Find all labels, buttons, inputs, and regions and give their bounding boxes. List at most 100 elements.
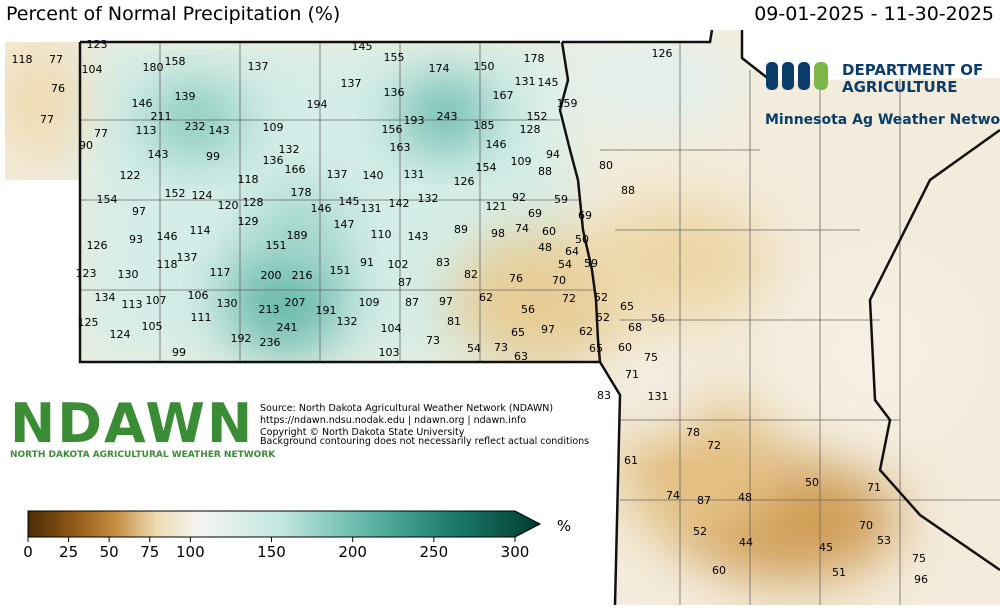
station-value: 69 [528, 207, 542, 220]
station-labels: 118 77 123 104 180 158 137 145 155 174 150 178 126 76… [12, 38, 929, 586]
station-value: 71 [867, 481, 881, 494]
mn-network: Minnesota Ag Weather Network [765, 112, 1000, 128]
station-value: 126 [454, 175, 475, 188]
station-value: 72 [707, 439, 721, 452]
station-value: 74 [515, 222, 529, 235]
ndawn-logo: NDAWN NORTH DAKOTA AGRICULTURAL WEATHER … [10, 392, 276, 460]
colorbar-tick-label: 150 [257, 543, 286, 561]
station-value: 154 [476, 161, 497, 174]
station-value: 111 [191, 311, 212, 324]
station-value: 137 [248, 60, 269, 73]
station-value: 88 [538, 165, 552, 178]
colorbar-tick-label: 50 [100, 543, 119, 561]
station-value: 124 [192, 189, 213, 202]
station-value: 146 [311, 202, 332, 215]
station-value: 97 [439, 295, 453, 308]
source-text: Source: North Dakota Agricultural Weathe… [260, 403, 589, 447]
station-value: 54 [467, 342, 481, 355]
station-value: 97 [132, 205, 146, 218]
station-value: 136 [384, 86, 405, 99]
station-value: 151 [266, 239, 287, 252]
colorbar-tick-label: 200 [338, 543, 367, 561]
station-value: 50 [575, 233, 589, 246]
station-value: 64 [565, 245, 579, 258]
station-value: 178 [524, 52, 545, 65]
station-value: 130 [217, 297, 238, 310]
station-value: 52 [693, 525, 707, 538]
station-value: 145 [339, 195, 360, 208]
station-value: 107 [146, 294, 167, 307]
station-value: 156 [382, 123, 403, 136]
station-value: 52 [594, 291, 608, 304]
station-value: 120 [218, 199, 239, 212]
colorbar-tick-label: 25 [59, 543, 78, 561]
station-value: 87 [398, 276, 412, 289]
station-value: 113 [136, 124, 157, 137]
station-value: 71 [625, 368, 639, 381]
station-value: 200 [261, 269, 282, 282]
station-value: 137 [177, 251, 198, 264]
station-value: 70 [552, 274, 566, 287]
station-value: 128 [243, 196, 264, 209]
station-value: 145 [538, 76, 559, 89]
station-value: 75 [644, 351, 658, 364]
station-value: 98 [491, 227, 505, 240]
colorbar-unit: % [557, 517, 571, 535]
station-value: 232 [185, 120, 206, 133]
station-value: 117 [210, 266, 231, 279]
station-value: 118 [238, 173, 259, 186]
station-value: 132 [337, 315, 358, 328]
station-value: 118 [12, 53, 33, 66]
station-value: 163 [390, 141, 411, 154]
station-value: 99 [172, 346, 186, 359]
colorbar-tick-label: 100 [176, 543, 205, 561]
station-value: 110 [371, 228, 392, 241]
ndawn-wordmark: NDAWN [10, 392, 254, 455]
colorbar-tick-label: 250 [420, 543, 449, 561]
station-value: 59 [584, 257, 598, 270]
colorbar-tick-label: 75 [140, 543, 159, 561]
station-value: 243 [437, 110, 458, 123]
station-value: 155 [384, 51, 405, 64]
station-value: 216 [292, 269, 313, 282]
station-value: 130 [118, 268, 139, 281]
station-value: 54 [558, 258, 572, 271]
station-value: 105 [142, 320, 163, 333]
station-value: 143 [209, 124, 230, 137]
station-value: 114 [190, 224, 211, 237]
station-value: 132 [418, 192, 439, 205]
station-value: 125 [78, 316, 99, 329]
colorbar-ramp [27, 510, 542, 538]
station-value: 56 [521, 303, 535, 316]
station-value: 62 [579, 325, 593, 338]
station-value: 178 [291, 186, 312, 199]
station-value: 194 [307, 98, 328, 111]
station-value: 99 [206, 150, 220, 163]
station-value: 136 [263, 154, 284, 167]
station-value: 143 [148, 148, 169, 161]
station-value: 88 [621, 184, 635, 197]
station-value: 91 [360, 256, 374, 269]
station-value: 180 [143, 61, 164, 74]
source-line: Copyright © North Dakota State Universit… [260, 427, 465, 438]
station-value: 145 [352, 40, 373, 53]
station-value: 53 [877, 534, 891, 547]
station-value: 73 [426, 334, 440, 347]
colorbar-tick-label: 0 [23, 543, 33, 561]
station-value: 102 [388, 258, 409, 271]
station-value: 72 [562, 292, 576, 305]
station-value: 73 [494, 341, 508, 354]
station-value: 134 [95, 291, 116, 304]
station-value: 158 [165, 55, 186, 68]
station-value: 51 [832, 566, 846, 579]
station-value: 131 [648, 390, 669, 403]
station-value: 121 [486, 200, 507, 213]
station-value: 154 [97, 193, 118, 206]
station-value: 62 [479, 291, 493, 304]
station-value: 60 [618, 341, 632, 354]
station-value: 83 [597, 389, 611, 402]
station-value: 159 [557, 97, 578, 110]
source-line: Source: North Dakota Agricultural Weathe… [260, 403, 553, 414]
station-value: 76 [51, 82, 65, 95]
station-value: 213 [259, 303, 280, 316]
